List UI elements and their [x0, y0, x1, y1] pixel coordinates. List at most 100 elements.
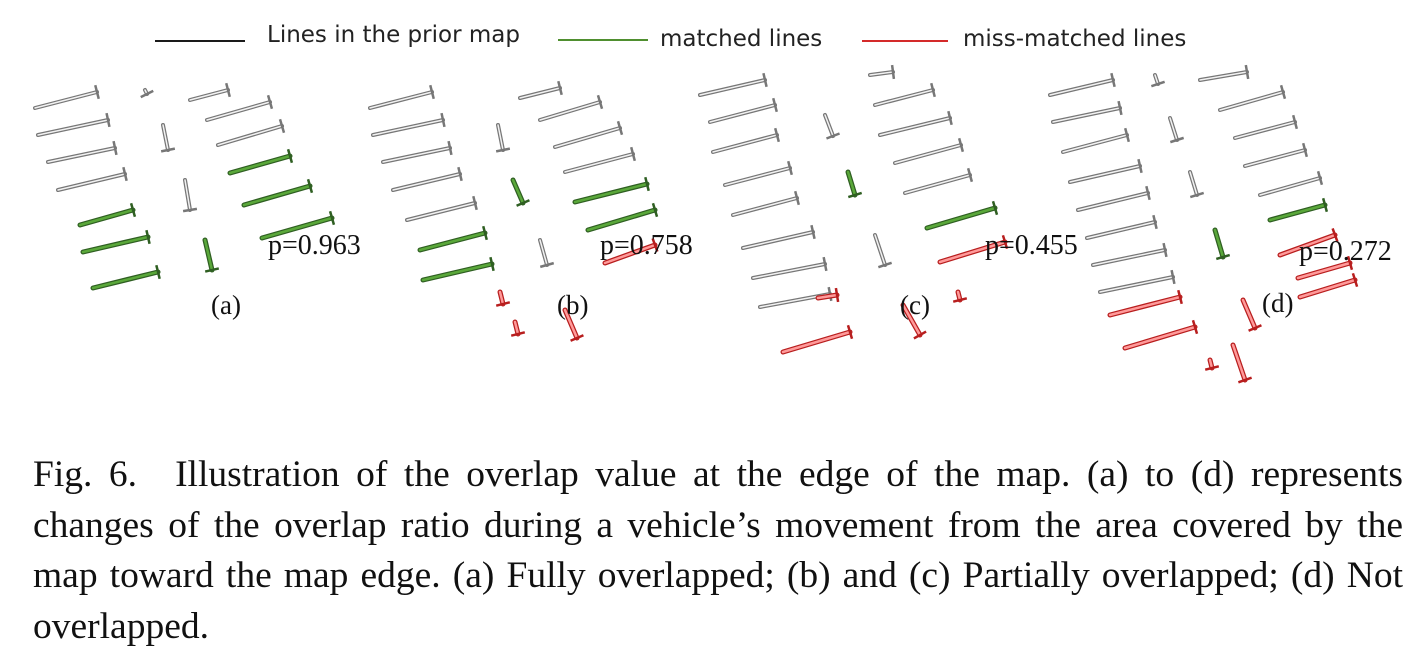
panel-d-line-23 — [1240, 297, 1262, 332]
figure-caption: Fig. 6. Illustration of the overlap value… — [33, 450, 1403, 652]
panel-b-line-0 — [368, 84, 435, 110]
panel-d-line-7 — [1098, 269, 1176, 294]
panel-d-label: (d) — [1262, 288, 1294, 318]
panel-b-line-17 — [562, 307, 584, 342]
panel-b-line-16 — [602, 237, 659, 266]
panel-a-line-14 — [241, 178, 314, 208]
legend-prior-label: Lines in the prior map — [267, 22, 520, 48]
panel-b-line-1 — [371, 112, 446, 137]
panel-c-line-17 — [937, 234, 1009, 265]
panel-d-line-11 — [1212, 227, 1231, 261]
panel-a-line-1 — [36, 112, 111, 137]
figure-panels — [33, 64, 1359, 384]
panel-d-line-16 — [1258, 170, 1324, 197]
panel-c-line-20 — [900, 302, 927, 340]
panel-a-line-5 — [80, 229, 151, 255]
panel-d-line-24 — [1230, 342, 1253, 384]
panel-c-line-18 — [815, 287, 840, 303]
legend-matched-swatch — [558, 39, 648, 41]
panel-a-line-7 — [160, 123, 176, 153]
panel-b-line-10 — [518, 80, 563, 100]
legend-miss-label: miss-matched lines — [963, 26, 1187, 52]
panel-d-line-21 — [1107, 289, 1183, 318]
panel-d-line-19 — [1295, 255, 1354, 281]
panel-c-line-9 — [845, 169, 863, 199]
panel-c-line-12 — [873, 82, 936, 107]
legend: Lines in the prior map matched lines mis… — [150, 22, 1270, 58]
panel-a-label: (a) — [211, 290, 241, 320]
panel-d-line-14 — [1233, 114, 1299, 140]
panel-b-label: (b) — [557, 290, 589, 320]
panel-b-p-value: p=0.758 — [600, 230, 693, 261]
panel-c-line-19 — [780, 324, 854, 355]
panel-c-line-6 — [751, 256, 828, 280]
panel-b-line-11 — [538, 94, 604, 122]
panel-b-line-14 — [572, 176, 650, 205]
panel-d-line-3 — [1068, 158, 1143, 184]
panel-c-line-10 — [873, 233, 893, 269]
panel-b-line-12 — [553, 120, 624, 149]
panel-a-line-12 — [216, 118, 286, 147]
panel-d-line-8 — [1150, 73, 1166, 88]
panel-b-line-19 — [510, 319, 526, 337]
panel-d-line-10 — [1188, 170, 1205, 199]
caption-figure-number: Fig. 6. — [33, 454, 138, 495]
panel-b-line-13 — [563, 146, 636, 174]
panel-a-line-10 — [188, 82, 231, 102]
panel-a-line-11 — [205, 94, 274, 122]
panel-b-line-4 — [405, 195, 478, 222]
panel-b-line-9 — [495, 123, 511, 153]
panel-b-line-8 — [538, 238, 555, 269]
panel-d-line-12 — [1198, 64, 1250, 82]
panel-a-line-2 — [46, 140, 118, 164]
panel-a-line-0 — [33, 84, 100, 110]
panel-c-line-13 — [878, 110, 953, 137]
panel-c-line-0 — [698, 72, 768, 97]
panel-c-line-3 — [723, 160, 793, 187]
panel-d-line-0 — [1048, 72, 1116, 97]
panel-a-line-4 — [77, 202, 137, 228]
panel-a-line-15 — [259, 210, 336, 241]
panel-d-line-20 — [1297, 272, 1359, 300]
panel-d-line-18 — [1277, 227, 1339, 258]
panel-d-line-25 — [1204, 357, 1220, 371]
panel-c-line-4 — [731, 190, 801, 217]
panel-d-line-22 — [1122, 319, 1199, 351]
panel-a-line-6 — [90, 264, 161, 291]
panel-b-line-7 — [510, 177, 530, 207]
panel-c-line-16 — [924, 200, 999, 231]
caption-text: Illustration of the overlap value at the… — [33, 454, 1403, 647]
panel-a-line-16 — [140, 88, 154, 99]
panel-c-p-value: p=0.455 — [985, 230, 1078, 261]
panel-d-line-1 — [1051, 100, 1123, 124]
panel-c-line-14 — [893, 137, 965, 165]
panel-b-line-18 — [495, 289, 511, 307]
panel-d-line-6 — [1091, 242, 1168, 267]
panel-b-line-2 — [381, 140, 453, 164]
panel-d-line-4 — [1076, 185, 1151, 212]
panel-c-line-2 — [711, 127, 781, 154]
panel-c-line-11 — [868, 64, 896, 80]
panel-d-line-15 — [1243, 142, 1309, 168]
panel-c-line-21 — [952, 289, 968, 303]
panel-a-line-8 — [182, 178, 198, 213]
panel-c-line-8 — [823, 113, 840, 140]
panel-b-line-3 — [391, 166, 463, 192]
panel-d-line-5 — [1085, 214, 1158, 240]
panel-c-label: (c) — [900, 290, 930, 320]
panel-b-line-6 — [420, 256, 495, 283]
panel-a-line-9 — [202, 237, 220, 273]
panel-d-line-2 — [1061, 127, 1131, 154]
legend-miss-swatch — [862, 40, 948, 42]
panel-c-line-15 — [903, 167, 974, 195]
panel-b-line-5 — [417, 225, 488, 253]
panel-b-line-15 — [585, 202, 659, 233]
panel-d-line-13 — [1218, 84, 1287, 112]
panel-c-line-5 — [741, 224, 816, 250]
panel-a-p-value: p=0.963 — [268, 230, 361, 261]
panel-c-line-1 — [708, 97, 778, 124]
panel-d-line-9 — [1168, 116, 1185, 144]
legend-prior-swatch — [155, 40, 245, 42]
panel-a-line-13 — [227, 148, 294, 176]
legend-matched-label: matched lines — [660, 26, 823, 52]
